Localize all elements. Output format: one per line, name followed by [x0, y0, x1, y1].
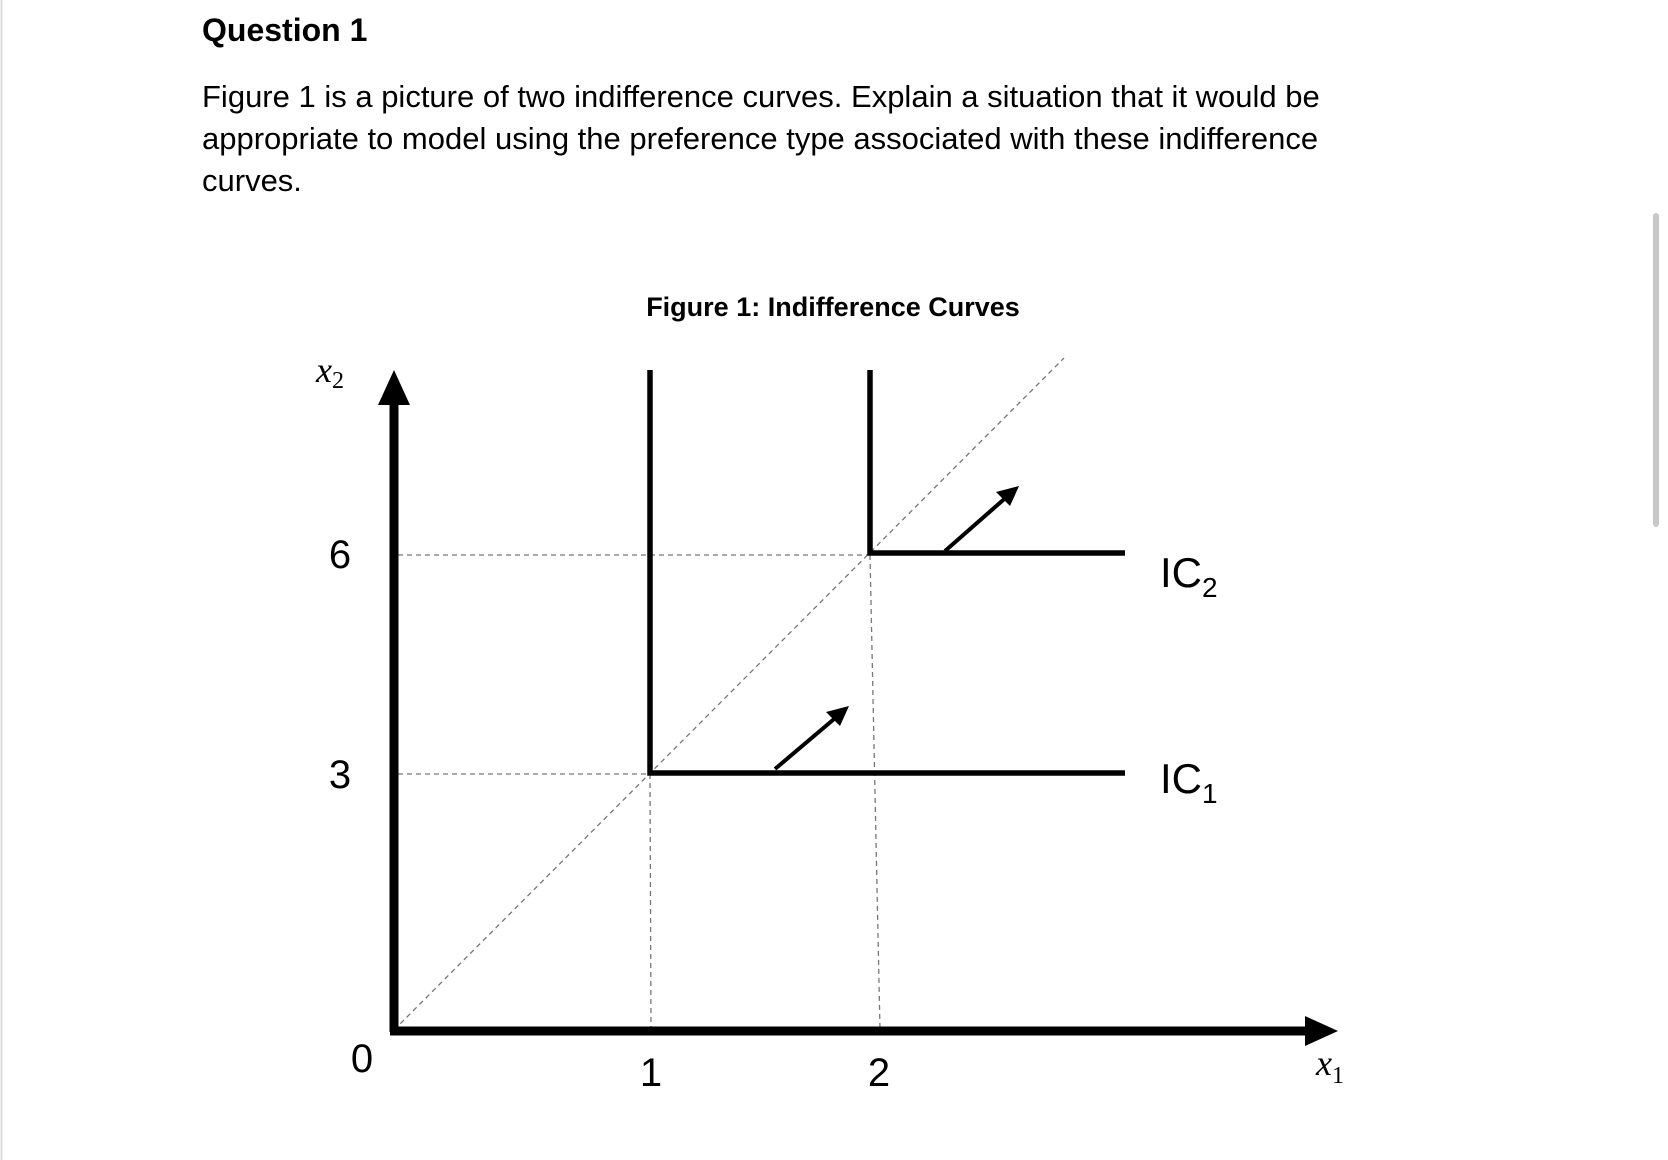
diagonal-guide — [393, 357, 1065, 1031]
y-axis-label: x2 — [315, 350, 344, 394]
curve-label: IC1 — [1160, 755, 1218, 809]
body-line: Figure 1 is a picture of two indifferenc… — [202, 79, 1320, 114]
preference-arrowhead — [996, 486, 1019, 506]
scrollbar — [1653, 213, 1659, 527]
curve-label-main: IC — [1160, 549, 1202, 596]
preference-arrowhead — [826, 706, 849, 726]
guide-line — [649, 773, 652, 1031]
question-title: Question 1 — [202, 12, 368, 48]
figure-title: Figure 1: Indifference Curves — [646, 292, 1020, 322]
y-tick-label: 6 — [329, 533, 351, 577]
curve-label-sub: 1 — [1202, 778, 1218, 809]
preference-arrow — [773, 712, 842, 771]
x-axis-arrow — [1305, 1016, 1338, 1046]
indifference-curve — [647, 370, 1125, 776]
y-axis-label-sub: 2 — [332, 368, 344, 394]
curve-label: IC2 — [1160, 549, 1218, 603]
indifference-curve — [867, 370, 1125, 556]
curve-label-sub: 2 — [1202, 572, 1218, 603]
y-axis-arrow — [378, 370, 410, 405]
body-line: curves. — [202, 163, 302, 198]
body-line: appropriate to model using the preferenc… — [202, 121, 1319, 156]
guide-line — [869, 554, 881, 1031]
y-tick-label: 3 — [329, 753, 351, 797]
y-axis-label-main: x — [315, 350, 332, 390]
question-body: Figure 1 is a picture of two indifferenc… — [202, 76, 1320, 202]
x-axis-label-sub: 1 — [1332, 1063, 1344, 1089]
curve-label-main: IC — [1160, 755, 1202, 802]
x-axis-label-main: x — [1315, 1043, 1332, 1083]
preference-arrow — [943, 492, 1012, 553]
x-tick-label: 0 — [351, 1037, 373, 1081]
x-tick-label: 1 — [640, 1051, 662, 1095]
x-axis-label: x1 — [1315, 1043, 1344, 1089]
x-tick-label: 2 — [868, 1051, 890, 1095]
